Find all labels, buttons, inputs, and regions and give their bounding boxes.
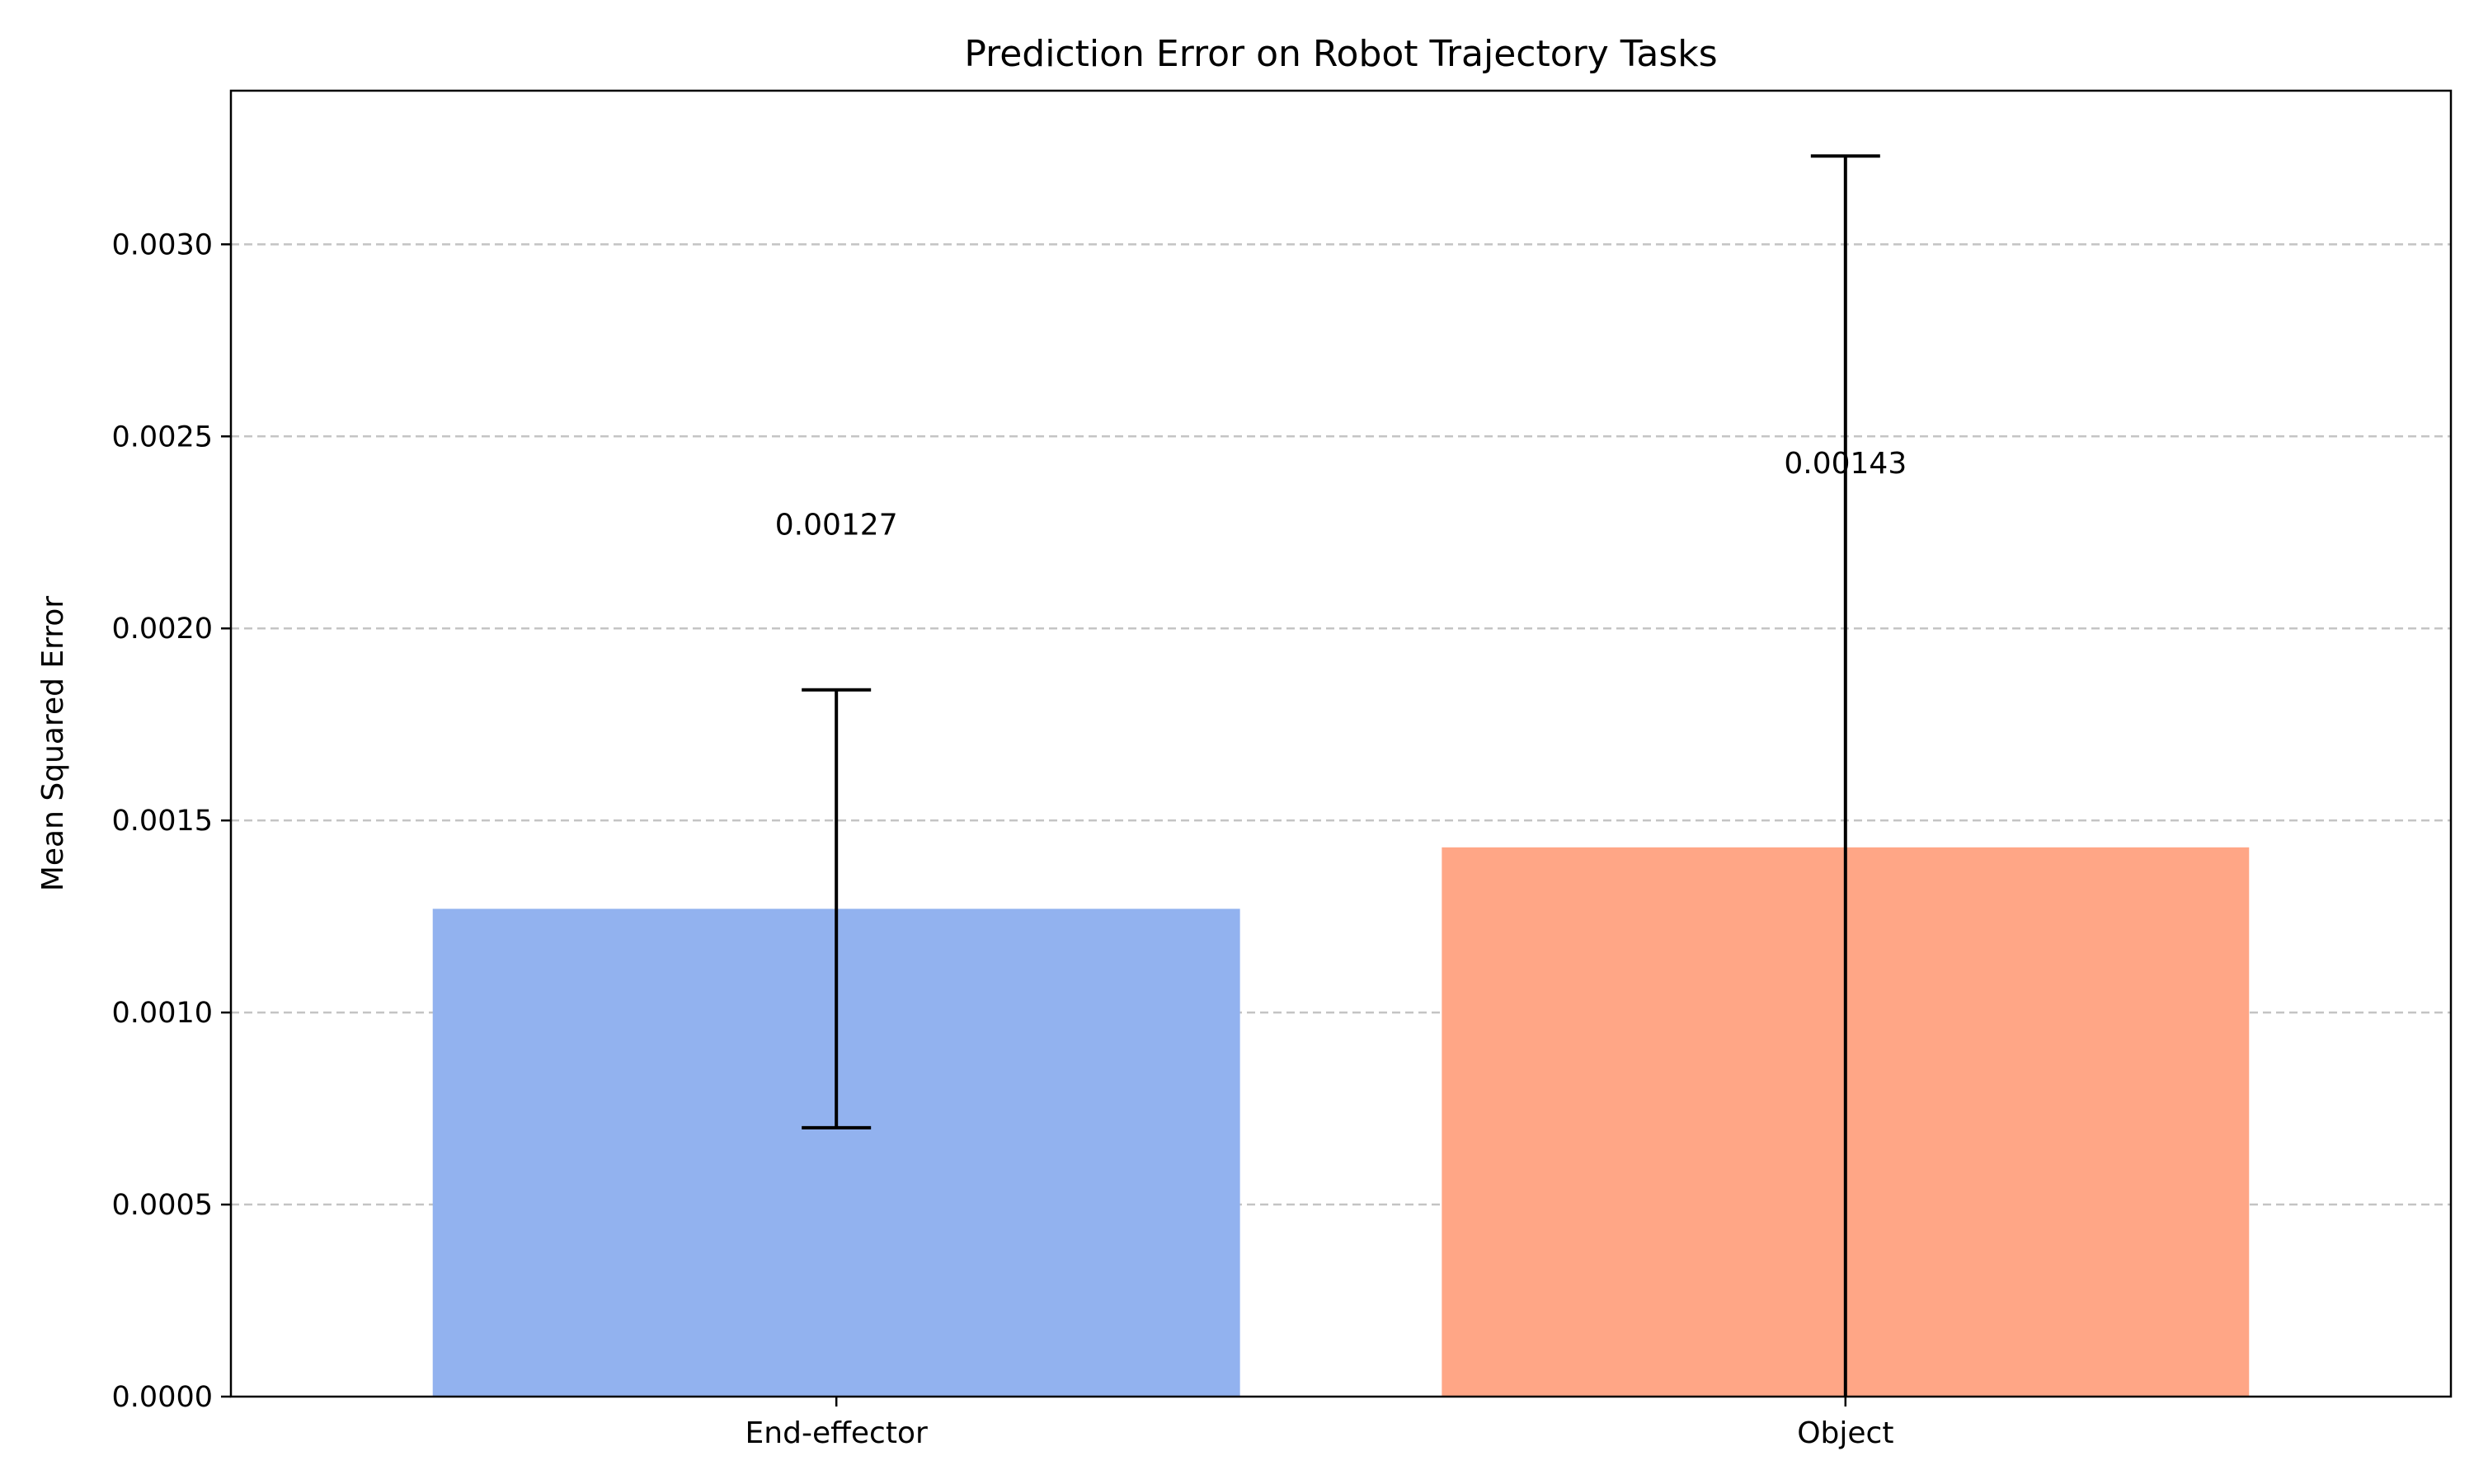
y-axis-label: Mean Squared Error [36, 596, 70, 892]
y-tick-label: 0.0010 [112, 997, 213, 1030]
plot-frame [229, 89, 2453, 1398]
y-tick-label: 0.0000 [112, 1381, 213, 1414]
chart-title: Prediction Error on Robot Trajectory Tas… [964, 33, 1717, 75]
error-bars [802, 154, 1880, 1397]
y-tick-label: 0.0030 [112, 228, 213, 261]
x-axis-ticks: End-effector Object [745, 1397, 1893, 1450]
y-tick-label: 0.0025 [112, 420, 213, 453]
y-tick-label: 0.0020 [112, 613, 213, 646]
value-label: 0.00143 [1784, 447, 1907, 481]
x-tick-label: Object [1797, 1416, 1893, 1450]
x-tick-label: End-effector [745, 1416, 928, 1450]
bars [432, 847, 2250, 1397]
y-tick-label: 0.0015 [112, 805, 213, 838]
y-axis-ticks: 0.0000 0.0005 0.0010 0.0015 0.0020 0.0025 0.00… [112, 228, 231, 1414]
value-label: 0.00127 [775, 508, 898, 542]
y-tick-label: 0.0005 [112, 1189, 213, 1222]
value-labels: 0.00127 0.00143 [775, 447, 1907, 542]
